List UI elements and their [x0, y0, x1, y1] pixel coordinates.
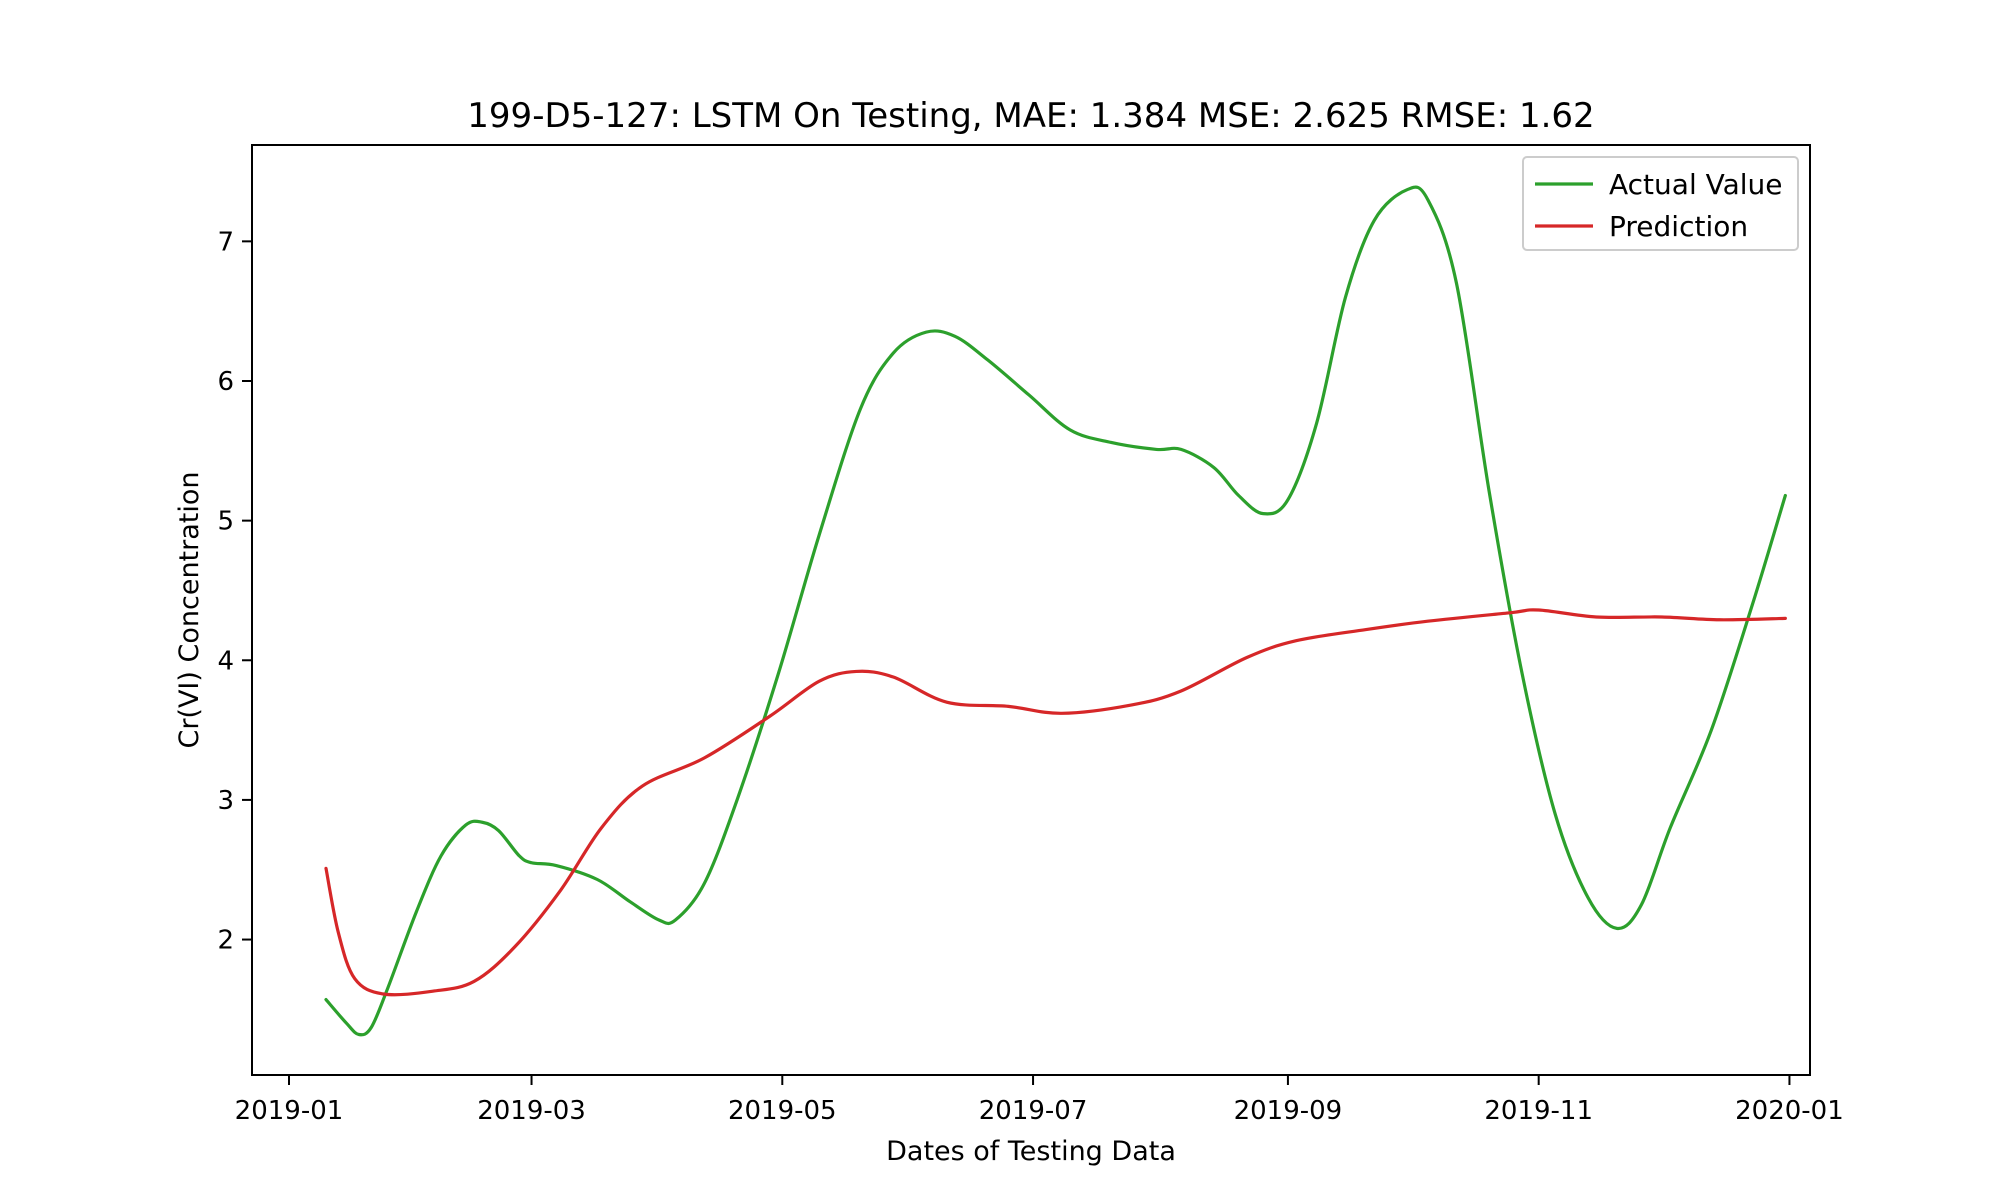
- y-tick-label: 6: [217, 367, 234, 397]
- y-tick-label: 2: [217, 926, 234, 956]
- x-tick-label: 2019-09: [1234, 1096, 1343, 1126]
- x-tick-label: 2019-01: [235, 1096, 344, 1126]
- plot-area-border: [251, 144, 1811, 1076]
- series-lines: [324, 185, 1787, 1037]
- chart-title: 199-D5-127: LSTM On Testing, MAE: 1.384 …: [467, 96, 1594, 136]
- x-tick-label: 2019-05: [728, 1096, 837, 1126]
- legend-label-prediction: Prediction: [1609, 210, 1748, 243]
- x-axis-ticks: 2019-01 2019-03 2019-05 2019-07 2019-09 2019-…: [235, 1075, 1844, 1126]
- y-axis-ticks: 2 3 4 5 6 7: [217, 227, 252, 956]
- x-tick-label: 2019-11: [1484, 1096, 1593, 1126]
- x-tick-label: 2019-03: [477, 1096, 586, 1126]
- y-tick-label: 4: [217, 646, 234, 676]
- x-axis-label: Dates of Testing Data: [886, 1136, 1176, 1167]
- legend-label-actual-value: Actual Value: [1609, 168, 1783, 201]
- axes-frame: [251, 144, 1811, 1076]
- y-tick-label: 3: [217, 786, 234, 816]
- y-tick-label: 5: [217, 507, 234, 537]
- y-axis-label: Cr(VI) Concentration: [174, 471, 205, 748]
- series-line-actual-value: [324, 185, 1787, 1037]
- legend: Actual Value Prediction: [1522, 156, 1799, 251]
- x-tick-label: 2020-01: [1735, 1096, 1844, 1126]
- x-tick-label: 2019-07: [979, 1096, 1088, 1126]
- series-line-prediction: [324, 608, 1787, 997]
- y-tick-label: 7: [217, 227, 234, 257]
